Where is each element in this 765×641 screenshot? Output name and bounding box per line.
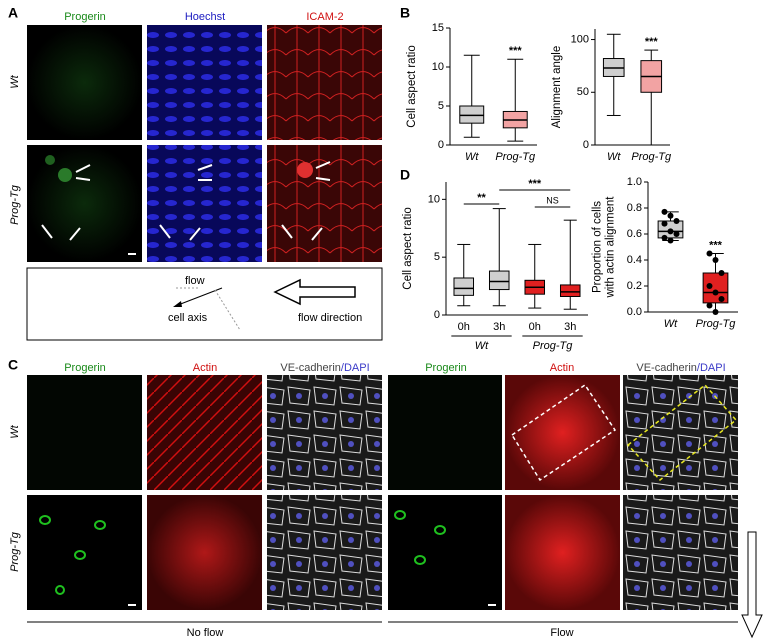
column-header: VE-cadherin/DAPI xyxy=(280,362,369,374)
y-tick-label: 0.0 xyxy=(627,306,642,318)
diagram-label: flow direction xyxy=(298,312,362,324)
column-header: VE-cadherin/DAPI xyxy=(636,362,725,374)
significance: *** xyxy=(709,239,723,251)
point xyxy=(712,309,719,315)
bracket-label: NS xyxy=(546,195,559,205)
x-tick-label: Prog-Tg xyxy=(696,318,737,330)
box xyxy=(488,270,510,291)
x-tick-label: Wt xyxy=(465,151,479,163)
x-tick-label: Wt xyxy=(607,151,621,163)
point xyxy=(661,234,668,241)
point xyxy=(667,228,674,235)
point xyxy=(706,283,713,289)
point xyxy=(673,218,680,224)
point xyxy=(661,208,668,215)
y-tick-label: 10 xyxy=(432,61,444,73)
x-tick-label: 3h xyxy=(493,321,505,333)
column-header: Progerin xyxy=(64,11,106,23)
box xyxy=(559,284,581,297)
point xyxy=(667,237,674,244)
condition-label: No flow xyxy=(187,627,224,639)
x-tick-label: Prog-Tg xyxy=(631,151,672,163)
micrographs-a xyxy=(27,25,382,262)
row-label: Wt xyxy=(9,424,21,438)
significance: *** xyxy=(509,45,523,57)
box xyxy=(459,105,485,124)
y-tick-label: 50 xyxy=(577,86,589,98)
row-label: Wt xyxy=(9,74,21,88)
x-tick-label: 0h xyxy=(529,321,541,333)
y-axis-label: with actin alignment xyxy=(605,196,617,299)
stain-label: /DAPI xyxy=(341,362,370,374)
stain-label: VE-cadherin xyxy=(636,362,697,374)
y-tick-label: 10 xyxy=(428,193,440,205)
flow-diagram xyxy=(26,267,383,341)
significance: *** xyxy=(645,36,659,48)
x-tick-label: Prog-Tg xyxy=(495,151,536,163)
y-axis-label: Alignment angle xyxy=(551,46,563,128)
y-tick-label: 0 xyxy=(434,309,440,321)
bracket-label: ** xyxy=(477,192,486,204)
point xyxy=(706,250,713,257)
y-tick-label: 1.0 xyxy=(627,176,642,188)
point xyxy=(667,212,674,219)
panel-label: B xyxy=(400,5,410,21)
point xyxy=(661,220,668,227)
condition-label: Flow xyxy=(550,627,573,639)
point xyxy=(718,270,725,276)
x-tick-label: Wt xyxy=(664,318,678,330)
group-label: Prog-Tg xyxy=(533,340,574,352)
group-label: Wt xyxy=(475,340,489,352)
panel-label: D xyxy=(400,167,410,183)
row-label: Prog-Tg xyxy=(9,531,21,572)
micrographs-c xyxy=(27,375,763,639)
panel-label: A xyxy=(8,5,18,21)
y-tick-label: 0 xyxy=(438,139,444,151)
bracket-label: *** xyxy=(528,178,542,190)
diagram-label: flow xyxy=(185,275,205,287)
column-header: Actin xyxy=(193,362,217,374)
column-header: ICAM-2 xyxy=(306,11,343,23)
point xyxy=(712,257,719,263)
column-header: Actin xyxy=(550,362,574,374)
y-tick-label: 0 xyxy=(583,139,589,151)
y-tick-label: 0.8 xyxy=(627,202,642,214)
y-tick-label: 5 xyxy=(438,100,444,112)
y-tick-label: 0.6 xyxy=(627,228,642,240)
y-tick-label: 100 xyxy=(571,33,589,45)
diagram-label: cell axis xyxy=(168,312,208,324)
row-label: Prog-Tg xyxy=(9,184,21,225)
stain-label: VE-cadherin xyxy=(280,362,341,374)
panel-label: C xyxy=(8,357,18,373)
y-axis-label: Cell aspect ratio xyxy=(402,207,414,289)
column-header: Hoechst xyxy=(185,11,225,23)
y-tick-label: 15 xyxy=(432,22,444,34)
point xyxy=(706,302,713,309)
y-tick-label: 0.2 xyxy=(627,280,642,292)
box xyxy=(453,277,475,296)
point xyxy=(718,296,725,302)
point xyxy=(712,289,719,296)
column-header: Progerin xyxy=(64,362,106,374)
y-tick-label: 5 xyxy=(434,251,440,263)
stain-label: /DAPI xyxy=(697,362,726,374)
x-tick-label: 3h xyxy=(564,321,576,333)
y-axis-label: Proportion of cells xyxy=(592,201,604,293)
y-axis-label: Cell aspect ratio xyxy=(406,45,418,127)
x-tick-label: 0h xyxy=(458,321,470,333)
y-tick-label: 0.4 xyxy=(627,254,642,266)
point xyxy=(673,231,680,237)
column-header: Progerin xyxy=(425,362,467,374)
